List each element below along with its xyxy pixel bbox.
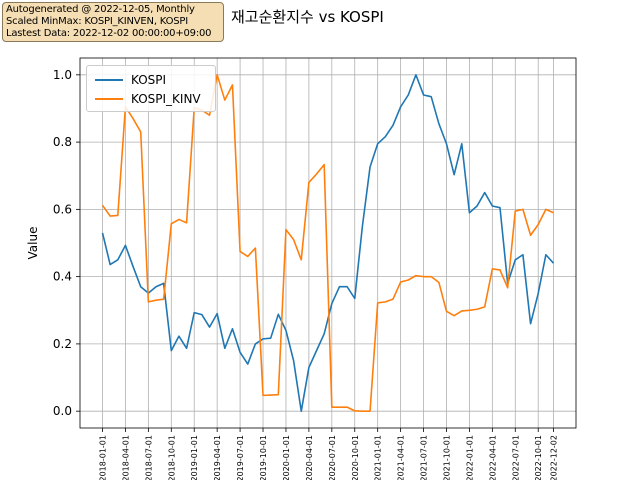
x-tick-label: 2019-04-01 xyxy=(213,435,222,480)
x-tick-label: 2022-04-01 xyxy=(488,435,497,480)
y-tick-label: 0.4 xyxy=(53,270,72,284)
x-tick-label: 2019-10-01 xyxy=(259,435,268,480)
x-tick-label: 2018-01-01 xyxy=(99,435,108,480)
legend-swatch-kospi xyxy=(95,79,123,81)
y-axis-ticks: 0.0 0.2 0.4 0.6 0.8 1.0 xyxy=(53,68,80,418)
x-tick-label: 2018-10-01 xyxy=(167,435,176,480)
y-tick-label: 0.2 xyxy=(53,337,72,351)
x-tick-label: 2022-07-01 xyxy=(511,435,520,480)
plot-area-frame xyxy=(79,57,577,429)
x-tick-label: 2019-01-01 xyxy=(190,435,199,480)
x-tick-label: 2021-07-01 xyxy=(420,435,429,480)
x-tick-label: 2022-12-02 xyxy=(550,435,559,480)
y-axis-label: Value xyxy=(26,226,40,260)
x-tick-label: 2022-10-01 xyxy=(534,435,543,480)
grid xyxy=(80,58,576,428)
legend: KOSPI KOSPI_KINV xyxy=(86,65,216,112)
x-tick-label: 2020-04-01 xyxy=(305,435,314,480)
series-line-kospi xyxy=(101,74,555,412)
x-tick-label: 2021-04-01 xyxy=(397,435,406,480)
series-lines xyxy=(101,74,555,412)
x-tick-label: 2020-10-01 xyxy=(351,435,360,480)
y-tick-label: 1.0 xyxy=(53,68,72,82)
x-tick-label: 2019-07-01 xyxy=(236,435,245,480)
legend-item-kospi: KOSPI xyxy=(95,72,166,88)
y-tick-label: 0.0 xyxy=(53,404,72,418)
info-line-latest: Lastest Data: 2022-12-02 00:00:00+09:00 xyxy=(6,28,212,39)
info-line-generated: Autogenerated @ 2022-12-05, Monthly xyxy=(6,4,195,15)
x-tick-label: 2018-04-01 xyxy=(121,435,130,480)
x-tick-label: 2021-10-01 xyxy=(442,435,451,480)
legend-label-kospi: KOSPI xyxy=(131,73,167,87)
x-tick-label: 2020-07-01 xyxy=(328,435,337,480)
x-tick-label: 2021-01-01 xyxy=(374,435,383,480)
chart-title: 재고순환지수 vs KOSPI xyxy=(231,8,384,26)
x-axis-ticks: 2018-01-01 2018-04-01 2018-07-01 2018-10-01… xyxy=(99,428,559,480)
x-tick-label: 2018-07-01 xyxy=(144,435,153,480)
series-line-kospi-kinv xyxy=(101,74,554,412)
info-line-scaling: Scaled MinMax: KOSPI_KINVEN, KOSPI xyxy=(6,16,188,27)
legend-label-kospi-kinv: KOSPI_KINV xyxy=(131,92,201,106)
legend-item-kospi-kinv: KOSPI_KINV xyxy=(95,91,201,107)
x-tick-label: 2020-01-01 xyxy=(282,435,291,480)
info-box: Autogenerated @ 2022-12-05, Monthly Scal… xyxy=(2,2,224,42)
x-tick-label: 2022-01-01 xyxy=(465,435,474,480)
legend-swatch-kospi-kinv xyxy=(95,98,123,100)
y-tick-label: 0.8 xyxy=(53,135,72,149)
y-tick-label: 0.6 xyxy=(53,202,72,216)
